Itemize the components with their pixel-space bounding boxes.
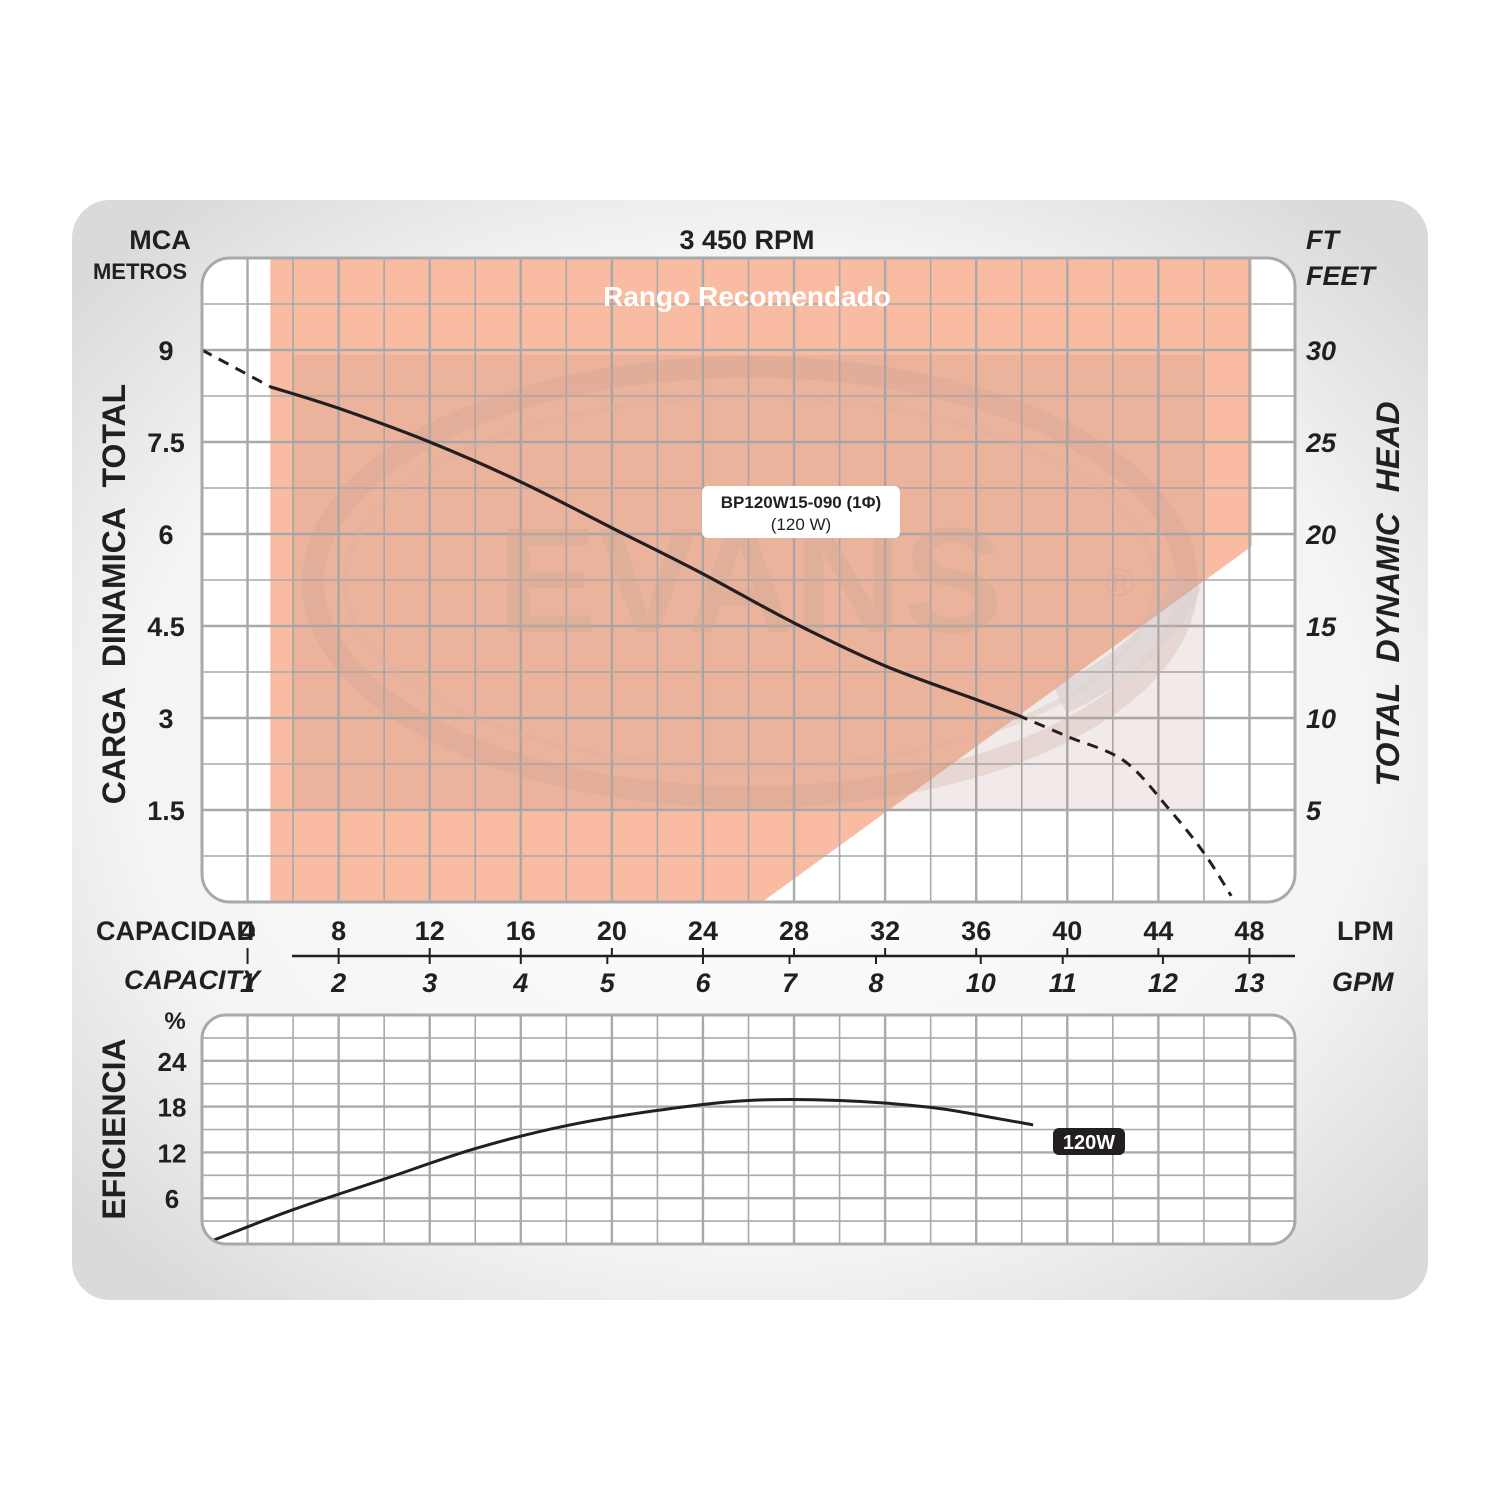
series-power-label: (120 W) — [771, 515, 831, 534]
x-tick-label-gpm: 1 — [240, 968, 255, 998]
eff-y-tick-label: 12 — [158, 1138, 187, 1168]
y-tick-label-right: 5 — [1306, 796, 1322, 826]
eff-y-ticks: 6 12 18 24 — [158, 1047, 187, 1214]
y-tick-label-right: 10 — [1306, 704, 1336, 734]
efficiency-curve — [212, 1097, 1034, 1242]
x-tick-label-lpm: 16 — [506, 916, 536, 946]
y-axis-left-ticks: 1.5 3 4.5 6 7.5 9 — [147, 336, 185, 826]
x-tick-label-gpm: 7 — [782, 968, 799, 998]
series-name-label: BP120W15-090 (1Φ) — [721, 493, 881, 512]
registered-mark: ® — [1105, 561, 1134, 605]
x-tick-label-gpm: 6 — [695, 968, 711, 998]
x-tick-label-lpm: 32 — [870, 916, 900, 946]
head-curve-recommended — [269, 385, 1018, 717]
x-tick-label-gpm: 8 — [869, 968, 884, 998]
y-axis-right-ticks: 5 10 15 20 25 30 — [1305, 336, 1337, 826]
recommended-range-label: Rango Recomendado — [603, 281, 891, 312]
y-tick-label-left: 1.5 — [147, 796, 185, 826]
eff-y-tick-label: 6 — [165, 1184, 179, 1214]
y-tick-label-left: 4.5 — [147, 612, 185, 642]
y-tick-label-right: 30 — [1306, 336, 1336, 366]
x-tick-label-gpm: 2 — [330, 968, 346, 998]
capacity-axis: CAPACIDAD CAPACITY LPM GPM 4 8 12 16 20 24 28 3… — [96, 916, 1394, 998]
x-tick-label-gpm: 11 — [1049, 968, 1077, 998]
y-tick-label-left: 3 — [158, 704, 173, 734]
lpm-ticks: 4 8 12 16 20 24 28 32 36 40 44 48 — [240, 916, 1264, 956]
y-tick-label-left: 7.5 — [147, 428, 185, 458]
x-tick-label-gpm: 10 — [966, 968, 996, 998]
eff-y-tick-label: 24 — [158, 1047, 187, 1077]
head-chart: EVANS ® Rango Recomendado BP120W15-090 (… — [200, 256, 1297, 904]
left-unit-mca: MCA — [129, 225, 191, 255]
efficiency-chart: 6 12 18 24 120W — [158, 1013, 1297, 1246]
x-tick-label-gpm: 5 — [600, 968, 616, 998]
left-unit-metros: METROS — [93, 259, 187, 284]
gpm-unit-label: GPM — [1332, 967, 1394, 997]
eff-grid — [202, 1015, 1295, 1244]
y-axis-title-left: CARGA DINAMICA TOTAL — [96, 384, 132, 804]
x-tick-label-gpm: 3 — [422, 968, 437, 998]
y-tick-label-left: 9 — [158, 336, 173, 366]
y-tick-label-right: 20 — [1305, 520, 1336, 550]
y-axis-title-right: TOTAL DYNAMIC HEAD — [1370, 402, 1406, 787]
evans-watermark: EVANS ® — [292, 355, 1204, 810]
x-tick-label-lpm: 28 — [779, 916, 809, 946]
x-tick-label-lpm: 8 — [331, 916, 346, 946]
y-tick-label-right: 25 — [1305, 428, 1337, 458]
eff-series-tag: 120W — [1053, 1128, 1125, 1155]
x-tick-label-gpm: 12 — [1148, 968, 1178, 998]
y-tick-label-right: 15 — [1306, 612, 1337, 642]
head-grid — [202, 258, 1295, 902]
x-tick-label-lpm: 20 — [597, 916, 627, 946]
eff-series-label: 120W — [1063, 1132, 1115, 1154]
x-tick-label-lpm: 12 — [415, 916, 445, 946]
y-tick-label-left: 6 — [158, 520, 173, 550]
right-unit-feet: FEET — [1306, 261, 1378, 291]
head-curve-dashed-left — [202, 348, 272, 389]
x-tick-label-gpm: 4 — [512, 968, 528, 998]
gpm-ticks: 1 2 3 4 5 6 7 8 10 11 12 13 — [240, 956, 1264, 998]
eff-axis-title: EFICIENCIA — [96, 1038, 132, 1219]
x-tick-label-lpm: 48 — [1234, 916, 1264, 946]
capacidad-label: CAPACIDAD — [96, 916, 256, 946]
x-tick-label-lpm: 40 — [1052, 916, 1082, 946]
eff-unit-label: % — [164, 1008, 185, 1035]
x-tick-label-lpm: 44 — [1143, 916, 1173, 946]
lpm-unit-label: LPM — [1337, 916, 1394, 946]
right-unit-ft: FT — [1306, 225, 1341, 255]
head-plot-border — [200, 256, 1297, 904]
series-label-box: BP120W15-090 (1Φ) (120 W) — [702, 486, 900, 538]
x-tick-label-lpm: 4 — [240, 916, 255, 946]
x-tick-label-lpm: 24 — [688, 916, 718, 946]
x-tick-label-gpm: 13 — [1234, 968, 1264, 998]
rpm-title: 3 450 RPM — [679, 225, 814, 255]
x-tick-label-lpm: 36 — [961, 916, 991, 946]
capacity-label: CAPACITY — [124, 965, 263, 995]
eff-y-tick-label: 18 — [158, 1093, 187, 1123]
eff-plot-border — [200, 1013, 1297, 1246]
